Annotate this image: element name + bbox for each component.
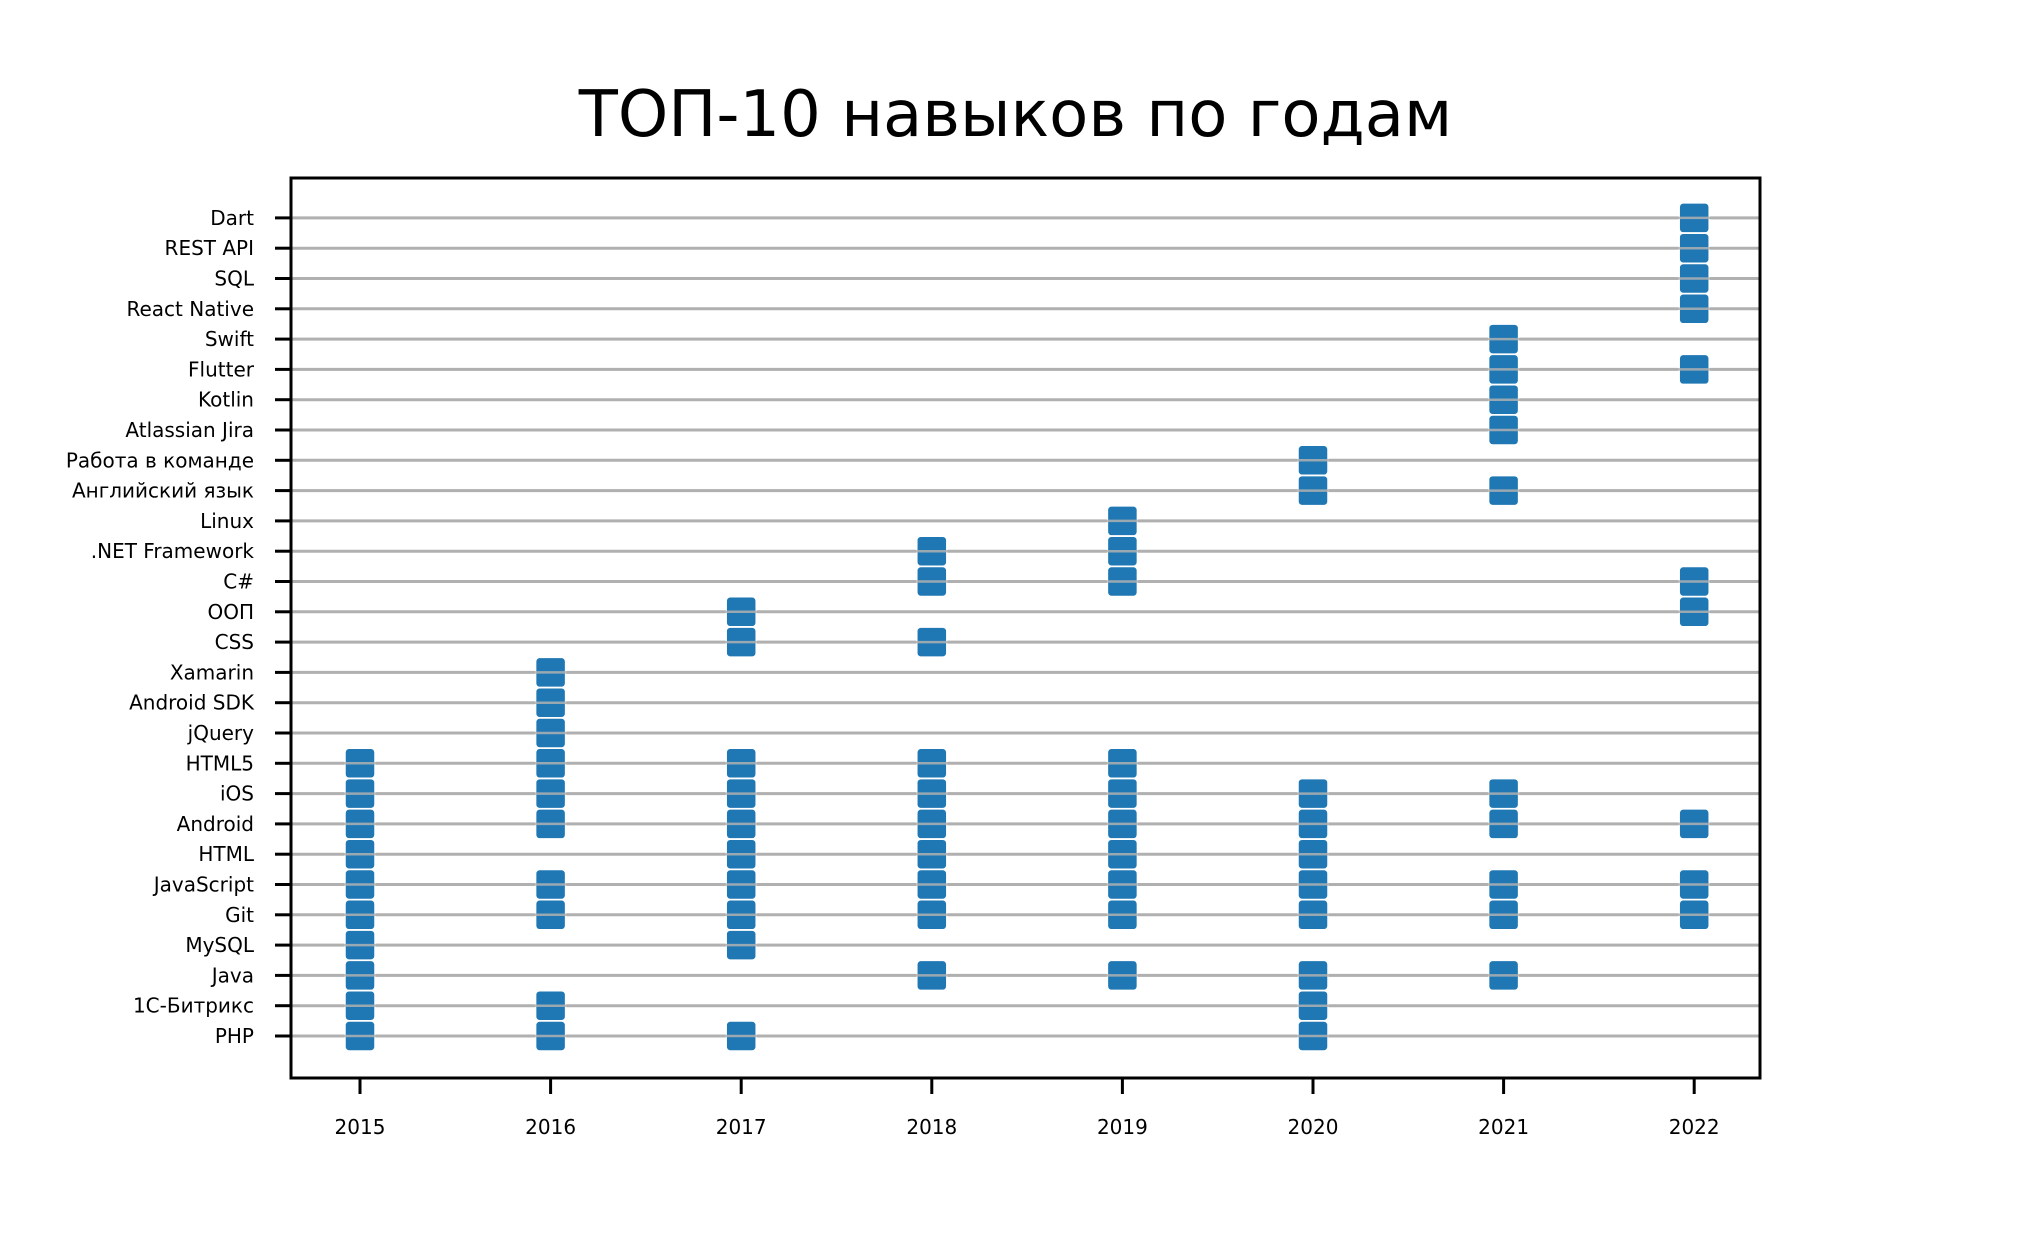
y-tick-label: 1С-Битрикс <box>133 994 254 1018</box>
plot-frame <box>289 176 1762 1080</box>
y-axis: PHP 1С-Битрикс Java MySQL Git JavaScript HTML A… <box>66 206 291 1048</box>
y-tick-label: Java <box>210 963 254 987</box>
grid-lines <box>291 216 1760 1038</box>
x-tick-label: 2022 <box>1669 1115 1720 1139</box>
x-tick-label: 2018 <box>906 1115 957 1139</box>
y-tick-label: Git <box>225 903 254 927</box>
markers <box>291 202 1760 1052</box>
y-tick-label: Английский язык <box>72 479 254 503</box>
y-tick-label: Dart <box>210 206 254 230</box>
y-tick-label: SQL <box>214 267 254 291</box>
x-tick-label: 2017 <box>716 1115 767 1139</box>
y-tick-label: REST API <box>165 236 254 260</box>
y-tick-label: C# <box>223 570 254 594</box>
y-tick-label: .NET Framework <box>91 539 255 563</box>
y-tick-label: Atlassian Jira <box>125 418 254 442</box>
y-tick-label: Swift <box>205 327 254 351</box>
x-axis: 2015 2016 2017 2018 2019 2020 2021 2022 <box>335 1078 1720 1139</box>
x-tick-label: 2021 <box>1478 1115 1529 1139</box>
y-tick-label: HTML5 <box>186 751 254 775</box>
chart-title: ТОП-10 навыков по годам <box>578 78 1453 152</box>
y-tick-label: Xamarin <box>170 660 254 684</box>
y-tick-label: HTML <box>198 842 255 866</box>
y-tick-label: jQuery <box>187 721 255 745</box>
y-tick-label: Linux <box>200 509 254 533</box>
y-tick-label: Android SDK <box>129 691 255 715</box>
y-tick-label: MySQL <box>185 933 255 957</box>
x-tick-label: 2016 <box>525 1115 576 1139</box>
x-tick-label: 2015 <box>335 1115 386 1139</box>
y-tick-label: iOS <box>220 782 254 806</box>
y-tick-label: PHP <box>215 1024 254 1048</box>
x-tick-label: 2019 <box>1097 1115 1148 1139</box>
y-tick-label: React Native <box>126 297 254 321</box>
y-tick-label: CSS <box>215 630 254 654</box>
x-tick-label: 2020 <box>1288 1115 1339 1139</box>
y-tick-label: ООП <box>207 600 254 624</box>
y-tick-label: JavaScript <box>152 873 254 897</box>
y-tick-label: Flutter <box>188 357 255 381</box>
y-tick-label: Работа в команде <box>66 448 254 472</box>
y-tick-label: Kotlin <box>198 388 254 412</box>
y-tick-label: Android <box>177 812 254 836</box>
